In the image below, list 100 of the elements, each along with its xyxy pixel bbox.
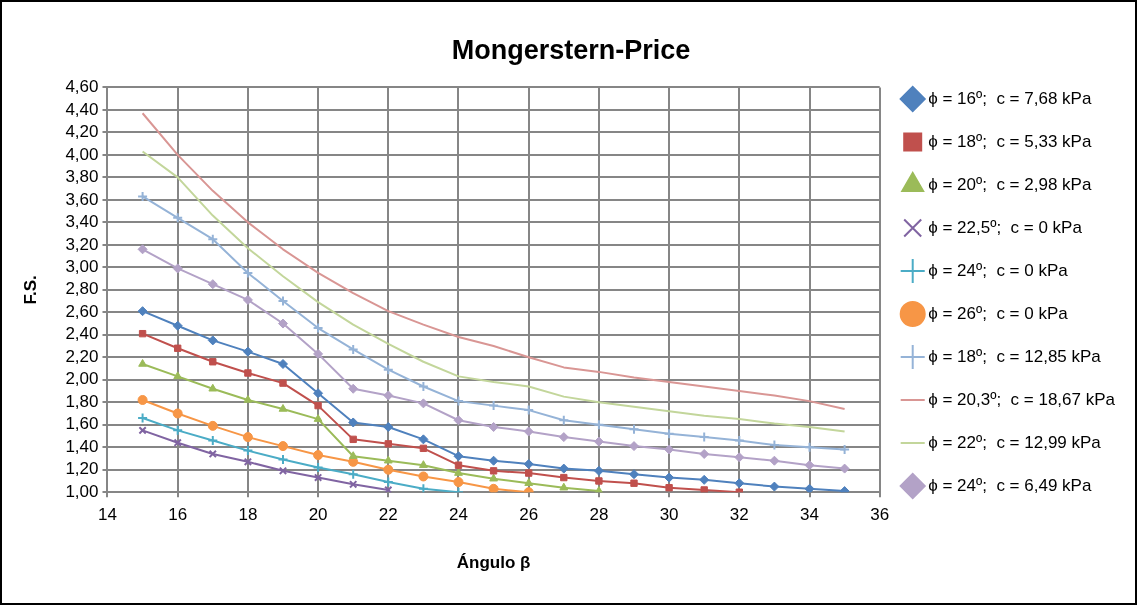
y-tick-label: 3,00 [65,257,99,276]
x-tick-label: 24 [449,505,468,525]
point [242,294,253,305]
legend-label: ϕ = 24º; c = 0 kPa [928,260,1069,280]
point [348,451,358,459]
y-tick-label: 3,80 [65,167,99,187]
point [313,473,323,482]
point [488,421,499,432]
y-tick-label: 2,60 [65,301,99,321]
point [734,452,745,463]
y-tick-label: 3,20 [65,234,99,254]
point [173,438,182,447]
point [629,469,639,480]
y-tick-label: 1,00 [65,481,99,501]
point [453,451,464,462]
x-tick-label: 30 [659,505,679,525]
point [454,461,463,469]
legend-label: ϕ = 22º; c = 12,99 kPa [928,432,1102,452]
point [278,403,288,412]
point [665,484,673,492]
point [419,444,428,453]
y-tick-label: 4,20 [65,122,99,142]
x-tick-label: 36 [870,505,890,525]
point [839,463,850,474]
point [630,479,638,487]
point [208,449,217,459]
point [524,478,534,486]
point [804,460,815,471]
y-tick-label: 2,80 [65,279,99,299]
point [489,467,498,475]
point [172,263,183,274]
legend-label: ϕ = 24º; c = 6,49 kPa [928,475,1092,495]
point [664,444,675,455]
y-tick-label: 4,00 [65,144,99,164]
x-tick-label: 26 [519,505,539,525]
point [138,359,147,367]
point [488,455,499,466]
x-tick-label: 34 [800,505,819,525]
y-tick-label: 2,40 [65,324,99,344]
point [243,457,253,467]
x-tick-label: 18 [238,505,258,525]
y-axis-title: F.S. [20,275,40,305]
chart-title: Mongerstern-Price [451,34,691,65]
point [348,383,359,394]
point [137,395,148,405]
x-axis-title: Ángulo β [456,553,531,573]
point [349,480,358,489]
y-tick-label: 4,60 [65,77,99,97]
y-tick-label: 4,40 [65,99,99,119]
point [769,481,780,492]
legend-label: ϕ = 20º; c = 2,98 kPa [928,174,1092,194]
y-tick-label: 3,60 [65,189,99,209]
point [558,432,569,443]
y-tick-label: 3,40 [65,212,99,232]
point [313,348,324,359]
point [700,486,708,493]
point [242,432,253,443]
point [277,359,288,370]
y-tick-label: 1,60 [65,414,99,434]
point [348,417,359,428]
y-tick-label: 1,20 [65,459,99,479]
point [418,398,429,409]
point [349,435,357,444]
point [417,483,429,493]
point [138,329,147,338]
x-tick-label: 32 [729,505,749,525]
point [664,472,675,483]
point [804,483,815,493]
x-tick-label: 22 [378,505,398,525]
point [207,420,218,431]
point [734,478,745,489]
point [383,390,394,401]
point [384,440,392,448]
y-tick-label: 2,20 [65,346,99,366]
point [559,482,569,491]
point [279,379,287,387]
point [278,466,288,476]
legend-label: ϕ = 26º; c = 0 kPa [928,303,1069,323]
point [383,421,394,432]
legend-label: ϕ = 18º; c = 5,33 kPa [928,131,1092,151]
point [137,306,148,317]
point [769,455,780,466]
legend-label: ϕ = 20,3º; c = 18,67 kPa [928,389,1116,409]
x-tick-label: 16 [168,505,188,525]
legend-label: ϕ = 18º; c = 12,85 kPa [928,346,1102,366]
point [242,346,253,357]
point [313,388,324,399]
point [560,473,568,482]
point [383,455,393,464]
point [595,477,603,485]
point [489,473,498,482]
y-tick-label: 1,80 [65,391,99,411]
point [453,415,464,426]
point [383,464,394,475]
point [525,469,533,477]
point [172,408,183,419]
legend-label: ϕ = 16º; c = 7,68 kPa [928,88,1092,108]
point [244,369,252,377]
point [419,460,428,468]
point [277,318,288,329]
